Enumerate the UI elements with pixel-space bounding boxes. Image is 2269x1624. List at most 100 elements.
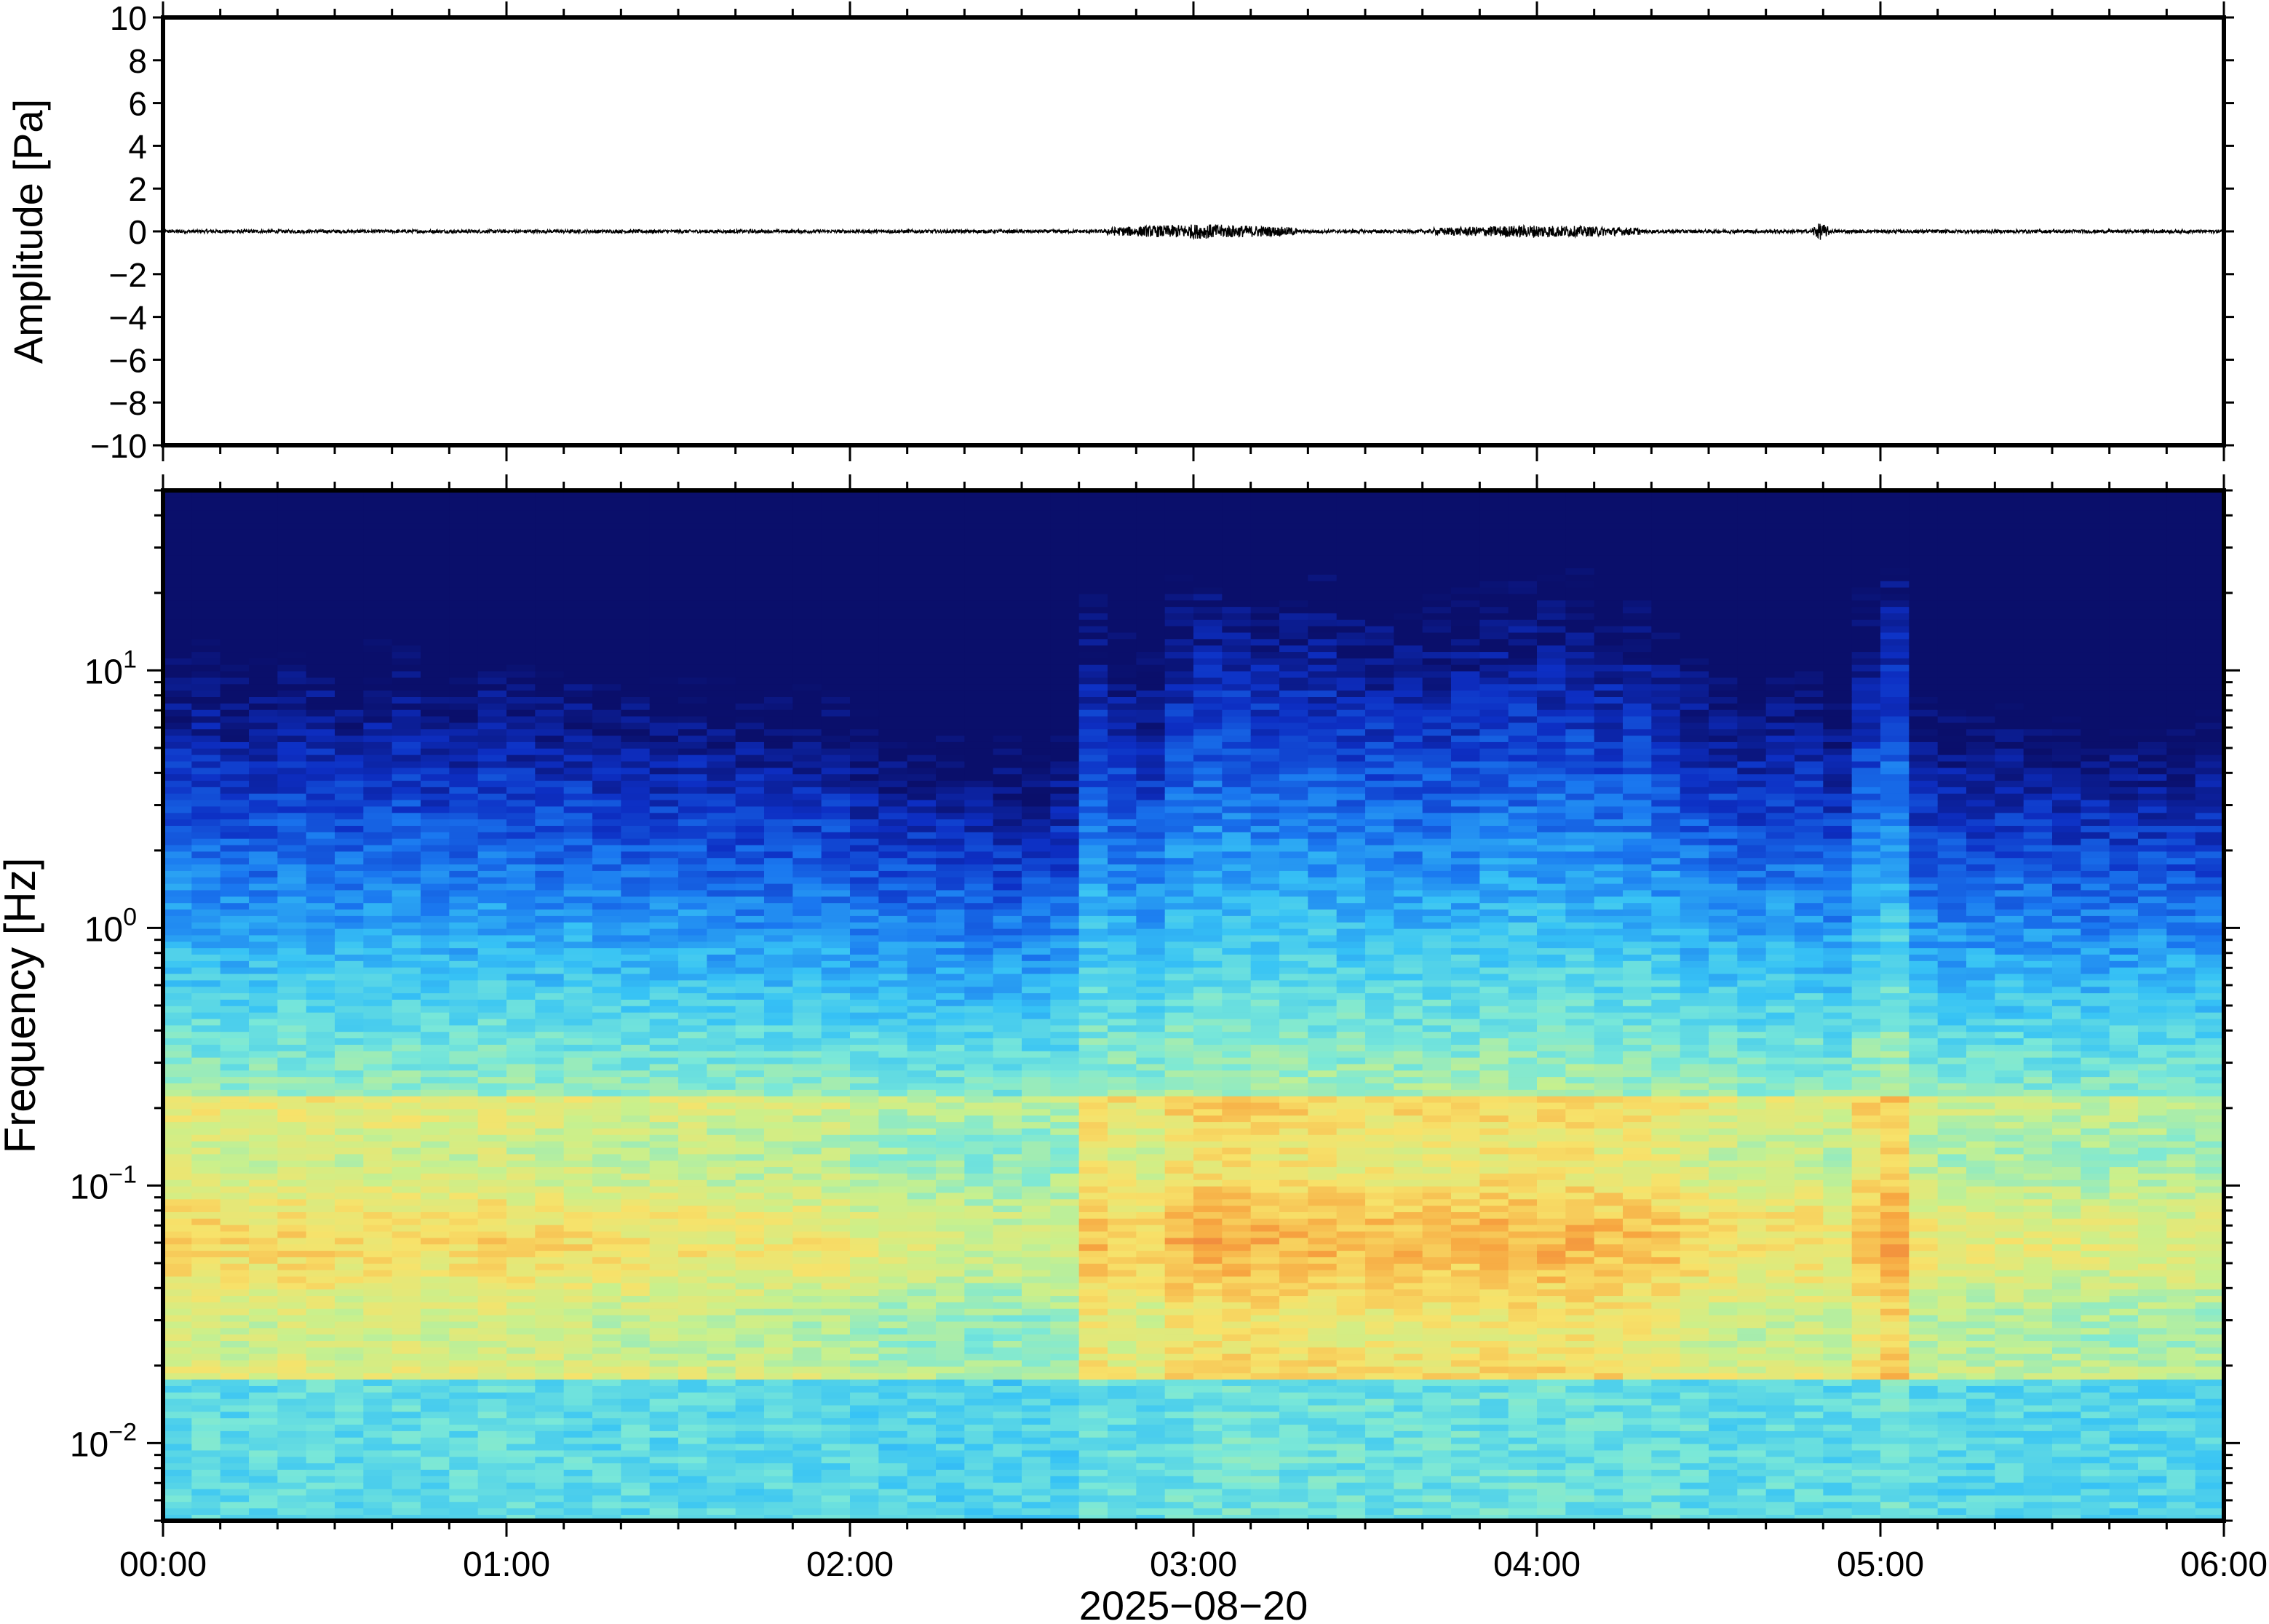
spectrogram-cell xyxy=(621,832,651,839)
spectrogram-cell xyxy=(249,735,279,742)
spectrogram-cell xyxy=(850,1456,880,1464)
spectrogram-cell xyxy=(678,1449,708,1457)
spectrogram-cell xyxy=(163,1089,193,1096)
spectrogram-cell xyxy=(306,1269,335,1277)
spectrogram-cell xyxy=(707,1430,736,1438)
spectrogram-cell xyxy=(477,1211,507,1219)
spectrogram-cell xyxy=(878,999,908,1006)
spectrogram-cell xyxy=(535,541,565,549)
spectrogram-cell xyxy=(821,1121,851,1129)
spectrogram-cell xyxy=(563,1347,593,1354)
spectrogram-cell xyxy=(535,1038,565,1045)
spectrogram-cell xyxy=(249,728,279,736)
spectrogram-cell xyxy=(993,1314,1022,1322)
spectrogram-cell xyxy=(649,986,679,994)
spectrogram-cell xyxy=(764,735,794,742)
spectrogram-cell xyxy=(477,1095,507,1103)
spectrogram-cell xyxy=(421,780,450,787)
spectrogram-cell xyxy=(678,1404,708,1412)
spectrogram-cell xyxy=(850,934,880,942)
spectrogram-cell xyxy=(563,1031,593,1039)
spectrogram-cell xyxy=(535,799,565,807)
spectrogram-cell xyxy=(649,1121,679,1129)
spectrogram-cell xyxy=(621,780,651,787)
spectrogram-cell xyxy=(821,889,851,897)
spectrogram-cell xyxy=(421,921,450,929)
spectrogram-cell xyxy=(993,773,1022,781)
spectrogram-cell xyxy=(707,1070,736,1078)
spectrogram-cell xyxy=(907,606,937,613)
spectrogram-cell xyxy=(220,1179,250,1187)
spectrogram-cell xyxy=(764,1237,794,1245)
spectrogram-cell xyxy=(1022,1147,1052,1155)
spectrogram-cell xyxy=(220,722,250,730)
spectrogram-cell xyxy=(449,928,479,936)
spectrogram-cell xyxy=(707,1379,736,1386)
spectrogram-cell xyxy=(563,548,593,556)
spectrogram-cell xyxy=(449,1134,479,1142)
spectrogram-cell xyxy=(220,837,250,845)
spectrogram-cell xyxy=(335,1031,365,1039)
spectrogram-cell xyxy=(163,1192,193,1200)
spectrogram-cell xyxy=(993,883,1022,891)
spectrogram-cell xyxy=(306,613,335,620)
spectrogram-cell xyxy=(363,664,393,672)
spectrogram-cell xyxy=(850,1243,880,1251)
spectrogram-cell xyxy=(191,864,221,871)
spectrogram-cell xyxy=(678,896,708,904)
spectrogram-cell xyxy=(563,1134,593,1142)
spectrogram-cell xyxy=(621,1275,651,1283)
spectrogram-cell xyxy=(678,1056,708,1064)
spectrogram-cell xyxy=(249,1282,279,1290)
spectrogram-cell xyxy=(821,1218,851,1225)
spectrogram-cell xyxy=(792,1314,822,1322)
spectrogram-cell xyxy=(678,593,708,601)
spectrogram-cell xyxy=(163,1173,193,1180)
spectrogram-cell xyxy=(850,941,880,949)
spectrogram-cell xyxy=(421,1411,450,1419)
spectrogram-cell xyxy=(764,561,794,568)
spectrogram-cell xyxy=(821,915,851,923)
spectrogram-cell xyxy=(678,1257,708,1264)
spectrogram-cell xyxy=(1022,1488,1052,1496)
spectrogram-cell xyxy=(392,541,421,549)
spectrogram-cell xyxy=(335,832,365,839)
spectrogram-cell xyxy=(993,1327,1022,1335)
spectrogram-cell xyxy=(220,1056,250,1064)
spectrogram-cell xyxy=(592,664,622,672)
spectrogram-cell xyxy=(191,1250,221,1257)
spectrogram-cell xyxy=(1022,1070,1052,1078)
spectrogram-cell xyxy=(878,805,908,813)
spectrogram-cell xyxy=(678,1289,708,1297)
spectrogram-cell xyxy=(563,541,593,549)
spectrogram-cell xyxy=(220,664,250,672)
spectrogram-cell xyxy=(563,1476,593,1483)
spectrogram-cell xyxy=(821,625,851,633)
spectrogram-cell xyxy=(277,787,307,794)
spectrogram-cell xyxy=(792,1121,822,1129)
spectrogram-cell xyxy=(592,586,622,594)
spectrogram-cell xyxy=(449,805,479,813)
spectrogram-cell xyxy=(821,1011,851,1019)
spectrogram-cell xyxy=(421,625,450,633)
spectrogram-cell xyxy=(392,767,421,775)
spectrogram-cell xyxy=(735,651,765,658)
spectrogram-cell xyxy=(735,1179,765,1187)
spectrogram-cell xyxy=(964,947,994,955)
spectrogram-cell xyxy=(821,851,851,859)
spectrogram-cell xyxy=(678,1327,708,1335)
spectrogram-cell xyxy=(392,509,421,517)
spectrogram-cell xyxy=(649,1314,679,1322)
spectrogram-cell xyxy=(363,1031,393,1039)
spectrogram-cell xyxy=(907,902,937,910)
spectrogram-cell xyxy=(163,1327,193,1335)
spectrogram-cell xyxy=(936,600,966,608)
spectrogram-cell xyxy=(764,1282,794,1290)
spectrogram-cell xyxy=(363,625,393,633)
spectrogram-cell xyxy=(163,683,193,691)
spectrogram-cell xyxy=(964,1076,994,1083)
spectrogram-cell xyxy=(735,568,765,575)
spectrogram-cell xyxy=(821,760,851,768)
spectrogram-cell xyxy=(535,715,565,723)
spectrogram-cell xyxy=(163,825,193,832)
